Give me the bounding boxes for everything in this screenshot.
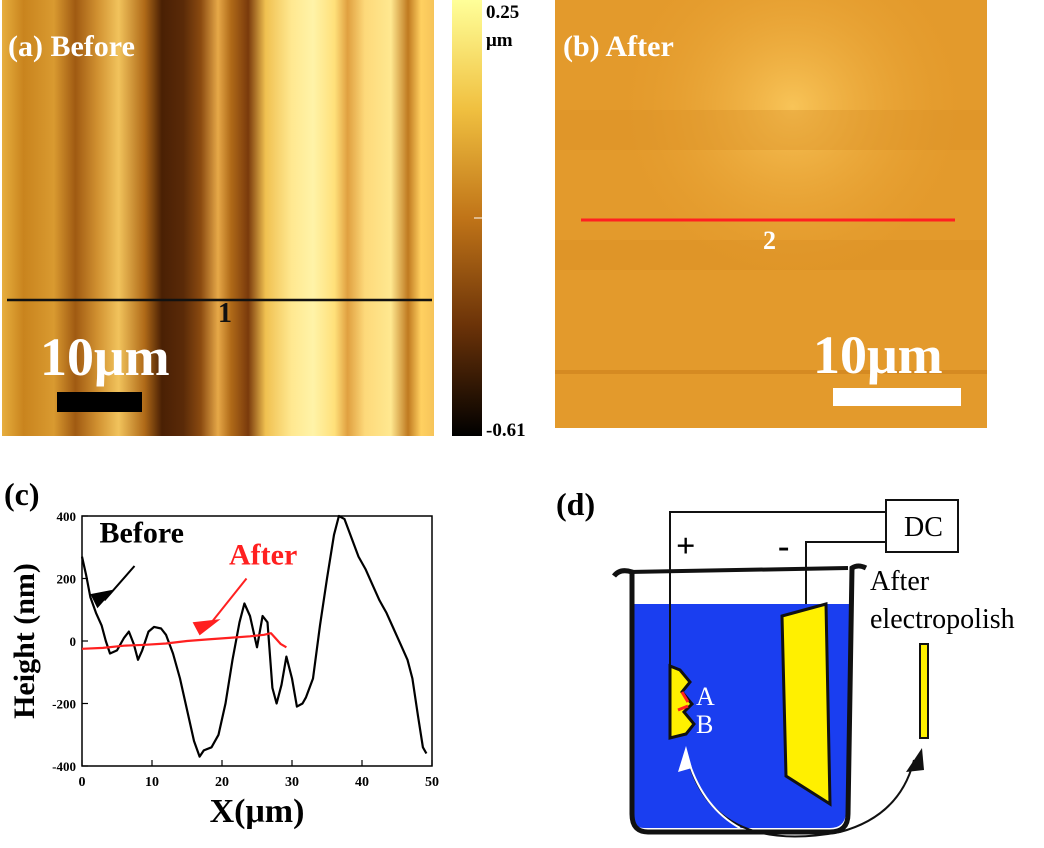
y-axis-label: Height (nm)	[8, 563, 41, 719]
y-tick-label: -400	[52, 759, 76, 774]
x-tick-label: 0	[79, 775, 86, 790]
colorbar-max-label: 0.25	[486, 2, 520, 23]
anode-wire	[669, 511, 886, 726]
before-arrow-head	[90, 589, 115, 609]
x-tick-label: 50	[425, 775, 439, 790]
panel-a-label: (a) Before	[8, 30, 135, 63]
panel-c-label: (c)	[4, 476, 40, 512]
dc-source	[885, 499, 959, 553]
beaker	[612, 563, 868, 835]
panel-d: (d) DC + - After electropolish A B	[540, 476, 1044, 843]
scale-bar-b-label: 10μm	[813, 325, 943, 385]
profile-line-2-label: 2	[763, 226, 776, 255]
scale-bar-b	[833, 388, 961, 406]
colorbar	[452, 0, 482, 436]
x-axis-label: X(μm)	[210, 793, 305, 830]
series-line-after	[81, 632, 287, 650]
panel-b: (b) After 2 10μm	[555, 0, 987, 428]
electropolish-diagram	[612, 499, 959, 838]
plus-label: +	[676, 528, 696, 565]
colorbar-gradient	[452, 0, 482, 436]
after-label-line2: electropolish	[870, 604, 1015, 635]
x-tick-label: 30	[285, 775, 299, 790]
point-a-label: A	[696, 682, 715, 711]
panel-b-label: (b) After	[563, 30, 674, 63]
x-tick-label: 10	[145, 775, 159, 790]
colorbar-min-label: -0.61	[486, 420, 526, 441]
afm-image-before	[2, 0, 434, 436]
cathode-wire	[805, 541, 886, 604]
scale-bar-a	[57, 392, 142, 412]
x-tick-label: 20	[215, 775, 229, 790]
x-tick-label: 40	[355, 775, 369, 790]
y-tick-label: 0	[70, 634, 77, 649]
y-tick-label: 200	[57, 572, 77, 587]
dc-label: DC	[904, 512, 943, 543]
y-tick-label: -200	[52, 697, 76, 712]
arrow-head-end	[906, 748, 924, 772]
height-profile-chart: 0 10 20 30 40 50 -400 -200 0 200 400 X(μm) Height (n…	[8, 509, 439, 830]
panel-d-label: (d)	[556, 486, 596, 522]
protrusion-marker	[677, 691, 690, 712]
scale-bar-a-label: 10μm	[40, 327, 170, 387]
legend-after-label: After	[229, 538, 297, 571]
panel-a: (a) Before 1 10μm	[2, 0, 434, 436]
after-label-line1: After	[870, 566, 930, 597]
colorbar-unit-label: μm	[486, 30, 513, 51]
anode-sample	[668, 663, 696, 740]
profile-line-1-label: 1	[218, 298, 232, 329]
series-line-before	[80, 514, 428, 758]
y-tick-label: 400	[57, 509, 77, 524]
panel-c: (c) 0 10 20 30 40 50 -400 -200 0 200 400 X(μm) Heigh…	[0, 476, 470, 843]
legend-before-label: Before	[100, 517, 184, 550]
afm-image-after	[555, 0, 987, 428]
cathode-plate	[780, 602, 832, 807]
minus-label: -	[778, 528, 790, 565]
point-b-label: B	[696, 710, 714, 739]
after-arrow-head	[192, 619, 221, 636]
arrow-head-start	[678, 746, 692, 772]
polished-sample	[919, 643, 929, 739]
